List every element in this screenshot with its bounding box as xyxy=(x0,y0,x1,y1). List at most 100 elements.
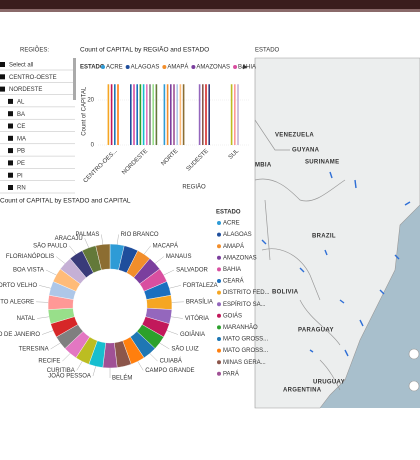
bar xyxy=(152,84,154,145)
bar xyxy=(182,84,185,145)
bar xyxy=(173,84,175,145)
checkbox[interactable] xyxy=(8,135,13,141)
leader-line xyxy=(171,301,184,303)
slicer-item[interactable]: PB xyxy=(17,149,25,155)
bar xyxy=(202,84,204,145)
slicer-item[interactable]: NORDESTE xyxy=(9,87,42,93)
legend-label: DISTRITO FED... xyxy=(223,290,270,296)
slice-label: MANAUS xyxy=(166,254,192,260)
slice-label: BOA VISTA xyxy=(13,268,44,274)
bar xyxy=(117,84,119,145)
leader-line xyxy=(149,353,158,362)
x-tick-label: SUL xyxy=(228,148,241,161)
checkbox[interactable] xyxy=(0,62,5,67)
legend-label: ESPÍRITO SA... xyxy=(223,301,266,308)
map-land xyxy=(254,57,420,409)
slice-label: RECIFE xyxy=(38,359,60,365)
map-label: PARAGUAY xyxy=(298,328,334,334)
slice-label: CAMPO GRANDE xyxy=(145,368,194,374)
slicer-item[interactable]: PE xyxy=(17,161,25,167)
leader-line xyxy=(50,342,61,350)
slice-label: FLORIANÓPOLIS xyxy=(6,253,54,260)
slice-label: BELÉM xyxy=(112,375,132,382)
slice-label: GOIÂNIA xyxy=(180,331,205,338)
leader-line xyxy=(92,366,96,377)
slice-label: SÃO LUIZ xyxy=(171,346,199,353)
checkbox[interactable] xyxy=(8,185,13,190)
map[interactable] xyxy=(254,57,420,409)
checkbox[interactable] xyxy=(8,148,13,154)
slicer-item[interactable]: CE xyxy=(17,124,25,130)
checkbox[interactable] xyxy=(8,160,13,166)
leader-line xyxy=(169,285,181,289)
legend-label: AMAZONAS xyxy=(196,65,230,71)
slicer-item[interactable]: RN xyxy=(17,186,26,192)
map-label: SURINAME xyxy=(305,160,339,166)
slicer-item[interactable]: PI xyxy=(17,173,23,179)
legend-swatch xyxy=(217,325,221,330)
leader-line xyxy=(41,330,54,335)
slicer-item[interactable]: Select all xyxy=(9,63,33,69)
bar xyxy=(146,84,148,145)
map-nav-button[interactable] xyxy=(408,380,420,392)
slicer-item[interactable]: CENTRO-OESTE xyxy=(9,75,57,81)
legend-swatch xyxy=(217,337,221,341)
slice-label: RIO BRANCO xyxy=(121,232,159,238)
bar xyxy=(130,84,132,145)
top-bar xyxy=(0,0,420,9)
legend-label: PARÁ xyxy=(223,370,239,377)
checkbox[interactable] xyxy=(8,111,13,117)
legend-swatch xyxy=(217,348,221,353)
checkbox[interactable] xyxy=(8,123,13,129)
bar xyxy=(176,84,178,145)
bar xyxy=(110,84,113,145)
map-title: ESTADO xyxy=(255,48,280,54)
checkbox[interactable] xyxy=(8,98,13,104)
legend-label: ALAGOAS xyxy=(223,232,252,238)
slice-label: TERESINA xyxy=(19,347,49,353)
legend-label: CEARÁ xyxy=(223,278,244,285)
legend-swatch xyxy=(101,65,105,69)
bar xyxy=(234,84,236,145)
legend-title: ESTADO xyxy=(80,65,105,71)
bar xyxy=(142,84,145,145)
checkbox[interactable] xyxy=(0,74,5,80)
leader-line xyxy=(143,245,151,255)
legend-label: ALAGOAS xyxy=(131,65,160,71)
slice-label: CURITIBA xyxy=(47,368,75,374)
legend-swatch xyxy=(217,279,221,283)
y-tick-label: 0 xyxy=(91,143,95,149)
leader-line xyxy=(76,361,83,371)
map-nav-button[interactable] xyxy=(408,348,420,360)
x-tick-label: NORTE xyxy=(161,148,180,167)
legend-swatch xyxy=(217,255,221,260)
bar xyxy=(155,84,158,145)
leader-line xyxy=(166,330,179,335)
slice-label: JOÃO PESSOA xyxy=(48,373,91,380)
y-axis-label: Count of CAPITAL xyxy=(82,86,88,136)
checkbox[interactable] xyxy=(8,172,13,178)
legend-swatch xyxy=(217,221,221,225)
bar xyxy=(237,84,239,145)
map-label: BOLIVIA xyxy=(272,290,299,296)
legend-swatch xyxy=(217,302,221,307)
legend-label: AMAPÁ xyxy=(167,64,188,71)
leader-line xyxy=(69,245,77,255)
x-tick-label: SUDESTE xyxy=(186,148,210,172)
slice-label: PORTO VELHO xyxy=(0,283,37,289)
slicer-item[interactable]: MA xyxy=(17,136,26,142)
leader-line xyxy=(137,361,144,371)
checkbox[interactable] xyxy=(0,86,5,92)
bar xyxy=(133,84,135,145)
bar xyxy=(205,84,207,145)
slice-label: SÃO PAULO xyxy=(33,242,68,249)
legend-swatch xyxy=(125,65,130,69)
donut-slice[interactable] xyxy=(95,243,111,271)
slicer-item[interactable]: BA xyxy=(17,112,25,118)
slice-label: VITÓRIA xyxy=(185,315,209,322)
legend-label: GOIÁS xyxy=(223,312,242,319)
slicer-item[interactable]: AL xyxy=(17,99,25,105)
legend-swatch xyxy=(191,65,196,69)
legend-label: ACRE xyxy=(223,221,240,227)
legend-label: AMAPÁ xyxy=(223,243,244,250)
